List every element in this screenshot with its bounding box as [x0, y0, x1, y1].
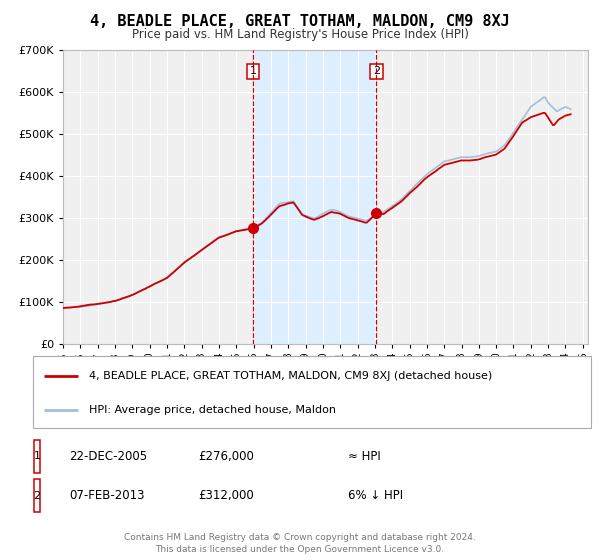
Text: HPI: Average price, detached house, Maldon: HPI: Average price, detached house, Mald…	[89, 405, 336, 415]
Text: ≈ HPI: ≈ HPI	[348, 450, 381, 463]
Text: 1: 1	[250, 67, 256, 76]
Text: 4, BEADLE PLACE, GREAT TOTHAM, MALDON, CM9 8XJ (detached house): 4, BEADLE PLACE, GREAT TOTHAM, MALDON, C…	[89, 371, 492, 381]
Text: 4, BEADLE PLACE, GREAT TOTHAM, MALDON, CM9 8XJ: 4, BEADLE PLACE, GREAT TOTHAM, MALDON, C…	[90, 14, 510, 29]
Text: 2: 2	[373, 67, 380, 76]
Text: 6% ↓ HPI: 6% ↓ HPI	[348, 489, 403, 502]
Text: 1: 1	[34, 451, 40, 461]
Text: 2: 2	[34, 491, 40, 501]
Text: 07-FEB-2013: 07-FEB-2013	[69, 489, 145, 502]
Text: Price paid vs. HM Land Registry's House Price Index (HPI): Price paid vs. HM Land Registry's House …	[131, 28, 469, 41]
Text: This data is licensed under the Open Government Licence v3.0.: This data is licensed under the Open Gov…	[155, 545, 445, 554]
Text: Contains HM Land Registry data © Crown copyright and database right 2024.: Contains HM Land Registry data © Crown c…	[124, 533, 476, 542]
Text: £312,000: £312,000	[198, 489, 254, 502]
Bar	[253, 50, 376, 344]
Text: £276,000: £276,000	[198, 450, 254, 463]
FancyBboxPatch shape	[33, 356, 591, 428]
Text: 22-DEC-2005: 22-DEC-2005	[69, 450, 147, 463]
